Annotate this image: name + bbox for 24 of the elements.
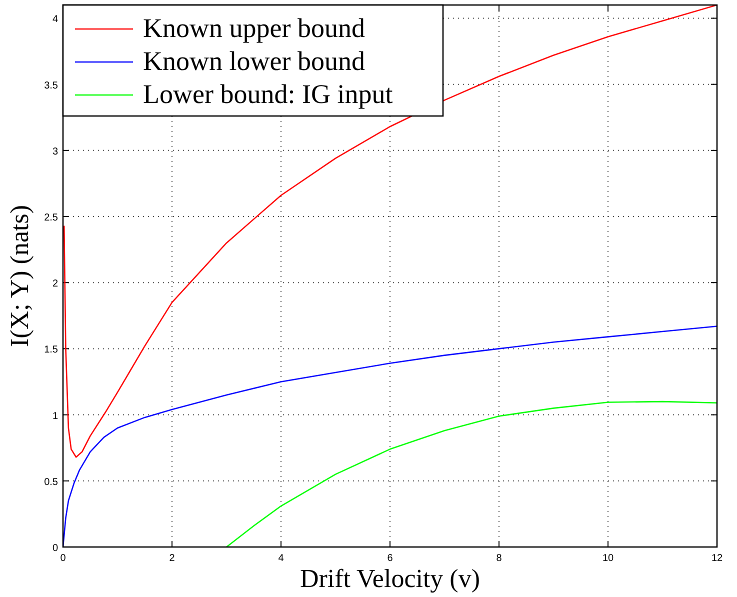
line-series — [63, 326, 717, 547]
y-tick-label: 0 — [52, 543, 58, 554]
y-tick-label: 0.5 — [44, 476, 58, 488]
legend-label: Known lower bound — [143, 46, 366, 76]
x-tick-label: 12 — [711, 553, 723, 564]
y-tick-label: 2.5 — [44, 212, 58, 224]
x-tick-label: 8 — [496, 553, 502, 564]
x-tick-label: 2 — [169, 553, 176, 564]
line-series — [226, 400, 717, 547]
line-series — [63, 5, 717, 458]
x-tick-label: 6 — [387, 553, 394, 564]
x-tick-label: 4 — [278, 553, 284, 564]
legend-label: Lower bound: IG input — [143, 79, 394, 109]
y-tick-label: 1.5 — [44, 344, 58, 356]
y-axis-title: I(X; Y) (nats) — [5, 205, 34, 347]
x-tick-label: 10 — [602, 553, 614, 564]
y-tick-label: 1 — [52, 410, 58, 422]
y-tick-label: 2 — [52, 278, 58, 290]
x-axis-title: Drift Velocity (v) — [300, 564, 480, 593]
y-tick-label: 4 — [52, 14, 58, 26]
x-tick-label: 0 — [60, 553, 66, 564]
y-tick-label: 3 — [52, 146, 58, 158]
legend-label: Known upper bound — [143, 13, 366, 43]
y-tick-label: 3.5 — [44, 80, 58, 92]
